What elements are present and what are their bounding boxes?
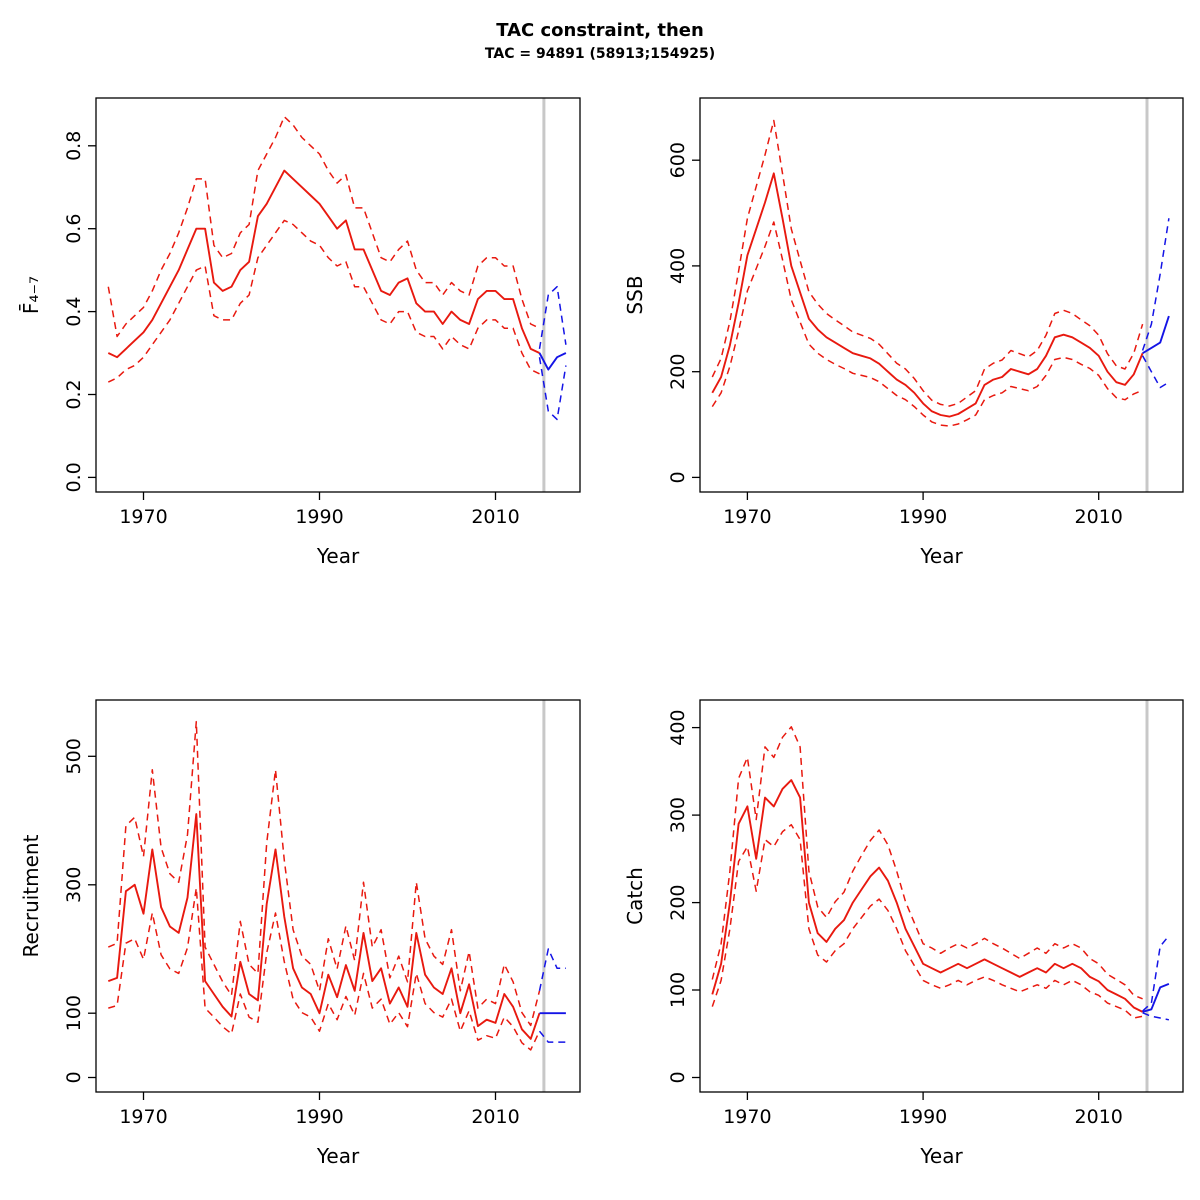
- y-tick-label: 0: [667, 471, 689, 483]
- series-fbar-ci-lower: [107, 219, 540, 383]
- series-fbar-median: [107, 169, 540, 359]
- x-axis-label: Year: [316, 1144, 360, 1168]
- y-tick-label: 200: [667, 354, 689, 390]
- x-axis-label: Year: [919, 1144, 963, 1168]
- series-catch-median: [711, 779, 1144, 1013]
- series-recruitment-median: [107, 813, 541, 1040]
- series-catch-forecast-ci-lower: [1142, 1012, 1170, 1021]
- x-tick-label: 2010: [1075, 1106, 1123, 1128]
- series-fbar-ci-upper: [107, 115, 540, 338]
- y-tick-label: 0.8: [63, 131, 85, 161]
- x-tick-label: 1970: [119, 1106, 167, 1128]
- y-tick-label: 300: [667, 797, 689, 833]
- x-axis-label: Year: [919, 544, 963, 568]
- series-catch-forecast-ci-upper: [1142, 935, 1170, 1012]
- figure-title: TAC constraint, then: [496, 20, 704, 41]
- x-tick-label: 1990: [899, 1106, 947, 1128]
- series-catch-ci-lower: [711, 823, 1143, 1019]
- panel-catch: 1970 1990 2010 Year 0 100 200 300 400 Catch: [623, 699, 1184, 1168]
- plot-frame: [699, 97, 1184, 493]
- y-tick-label: 0.6: [63, 214, 85, 244]
- series-fbar-forecast-ci-lower: [538, 357, 567, 421]
- x-tick-label: 2010: [471, 1106, 519, 1128]
- x-tick-label: 1970: [723, 1106, 771, 1128]
- y-axis-label: F̄₄₋₇: [18, 276, 43, 314]
- y-axis-label: Catch: [623, 867, 647, 925]
- x-tick-label: 1970: [723, 506, 771, 528]
- panel-ssb: 1970 1990 2010 Year 0 200 400 600 SSB: [623, 97, 1184, 568]
- series-fbar-forecast-median: [538, 352, 567, 371]
- series-recruitment-forecast-ci-lower: [538, 1030, 566, 1043]
- x-tick-label: 1970: [119, 506, 167, 528]
- y-tick-label: 600: [667, 142, 689, 178]
- series-ssb-forecast-median: [1142, 315, 1170, 355]
- series-ssb-forecast-ci-upper: [1141, 218, 1170, 351]
- x-axis-label: Year: [316, 544, 360, 568]
- y-tick-label: 0.4: [63, 296, 85, 326]
- series-ssb-median: [711, 172, 1144, 418]
- y-tick-label: 0: [667, 1071, 689, 1083]
- x-tick-label: 2010: [471, 506, 519, 528]
- y-axis-label: SSB: [623, 275, 647, 314]
- y-tick-label: 0.0: [63, 462, 85, 492]
- y-tick-label: 500: [63, 738, 85, 774]
- series-ssb-ci-upper: [711, 119, 1144, 407]
- series-fbar-forecast-ci-upper: [538, 285, 567, 350]
- y-tick-label: 0: [63, 1071, 85, 1083]
- plot-frame: [699, 699, 1184, 1093]
- y-tick-label: 200: [667, 884, 689, 920]
- series-ssb-forecast-ci-lower: [1141, 355, 1170, 389]
- series-recruitment-ci-upper: [107, 720, 541, 1027]
- x-tick-label: 2010: [1075, 506, 1123, 528]
- figure-subtitle: TAC = 94891 (58913;154925): [484, 46, 716, 62]
- series-catch-forecast-median: [1142, 983, 1170, 1013]
- plot-frame: [95, 97, 581, 493]
- y-tick-label: 100: [667, 972, 689, 1008]
- series-ssb-ci-lower: [711, 221, 1143, 427]
- x-tick-label: 1990: [295, 1106, 343, 1128]
- panel-recruitment: 1970 1990 2010 Year 0 100 300 500 Recruitment: [19, 699, 581, 1168]
- x-tick-label: 1990: [899, 506, 947, 528]
- series-catch-ci-upper: [711, 726, 1143, 1000]
- y-tick-label: 100: [63, 995, 85, 1031]
- panel-fbar: 1970 1990 2010 Year 0.0 0.2 0.4 0.6 0.8 F̄₄₋₇: [18, 97, 581, 568]
- y-axis-label: Recruitment: [19, 834, 43, 957]
- series-recruitment-ci-lower: [108, 887, 541, 1051]
- plot-frame: [95, 699, 581, 1093]
- series-recruitment-forecast-ci-upper: [538, 948, 566, 991]
- x-tick-label: 1990: [295, 506, 343, 528]
- y-tick-label: 300: [63, 867, 85, 903]
- y-tick-label: 400: [667, 248, 689, 284]
- y-tick-label: 400: [667, 709, 689, 745]
- y-tick-label: 0.2: [63, 379, 85, 409]
